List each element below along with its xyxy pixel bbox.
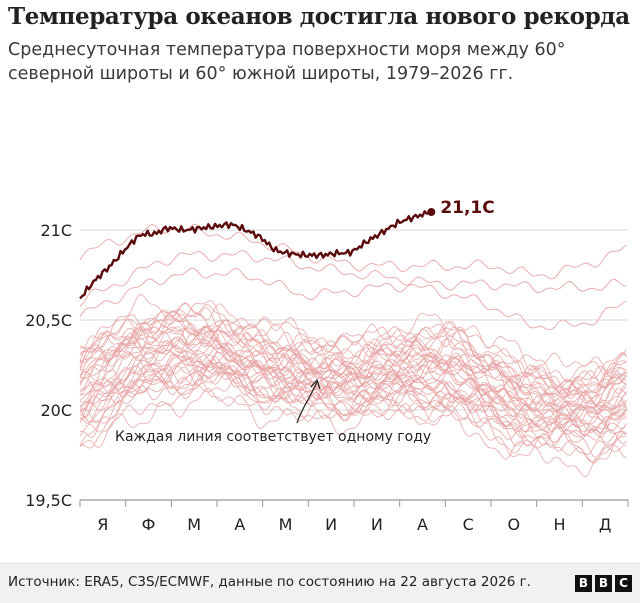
x-tick-label: И bbox=[325, 515, 337, 534]
background-year-line bbox=[79, 359, 627, 432]
annotation-arrow bbox=[296, 381, 318, 424]
background-year-line bbox=[79, 365, 627, 458]
background-year-line bbox=[79, 345, 627, 447]
background-year-line bbox=[79, 300, 627, 396]
background-year-line bbox=[79, 293, 627, 378]
background-year-line bbox=[79, 378, 627, 478]
x-tick-label: С bbox=[463, 515, 474, 534]
background-year-line bbox=[79, 322, 627, 412]
background-year-line bbox=[79, 312, 627, 383]
background-year-line bbox=[79, 331, 627, 429]
background-year-line bbox=[79, 355, 627, 439]
background-year-line bbox=[79, 363, 627, 456]
source-text: Источник: ERA5, C3S/ECMWF, данные по сос… bbox=[8, 574, 531, 590]
axis-labels: 19,5С 20С 20,5С 21С Я Ф М А М И И А С О Н Д bbox=[25, 221, 611, 534]
x-tick-label: Д bbox=[599, 515, 612, 534]
background-year-line bbox=[79, 267, 627, 331]
annotation-text: Каждая линия соответствует одному году bbox=[115, 429, 431, 445]
x-tick-label: Ф bbox=[142, 515, 156, 534]
chart-subtitle: Среднесуточная температура поверхности м… bbox=[8, 40, 566, 84]
background-year-line bbox=[79, 361, 627, 463]
logo-letter: B bbox=[595, 575, 612, 592]
logo-letter: C bbox=[615, 575, 632, 592]
background-year-line bbox=[79, 353, 627, 452]
chart-title: Температура океанов достигла нового реко… bbox=[8, 3, 630, 30]
chart-annotation: Каждая линия соответствует одному году bbox=[115, 378, 431, 445]
background-year-line bbox=[79, 338, 627, 433]
x-tick-label: Я bbox=[97, 515, 108, 534]
background-year-line bbox=[79, 326, 627, 400]
annotation-arrowhead bbox=[310, 378, 321, 390]
background-year-line bbox=[79, 339, 627, 433]
x-tick-label: О bbox=[508, 515, 521, 534]
y-tick-label: 19,5С bbox=[25, 491, 72, 510]
x-tick-label: М bbox=[187, 515, 201, 534]
background-year-line bbox=[79, 329, 627, 413]
background-year-line bbox=[79, 301, 627, 399]
logo-letter: B bbox=[575, 575, 592, 592]
x-tick-label: А bbox=[417, 515, 428, 534]
footer: Источник: ERA5, C3S/ECMWF, данные по сос… bbox=[0, 563, 640, 603]
background-year-line bbox=[79, 223, 627, 280]
x-tick-label: Н bbox=[553, 515, 565, 534]
background-year-line bbox=[79, 317, 627, 397]
x-tick-label: А bbox=[234, 515, 245, 534]
background-year-line bbox=[79, 320, 627, 409]
background-year-line bbox=[79, 249, 627, 307]
background-year-line bbox=[79, 372, 627, 446]
background-year-line bbox=[79, 366, 627, 435]
background-year-lines bbox=[79, 223, 627, 478]
highlight-value-label: 21,1С bbox=[440, 198, 494, 218]
highlight-line-2026 bbox=[79, 210, 432, 300]
x-tick-label: М bbox=[279, 515, 293, 534]
highlight-year-line: 21,1С bbox=[79, 198, 495, 300]
background-year-line bbox=[79, 387, 627, 464]
x-tick-label: И bbox=[371, 515, 383, 534]
background-year-line bbox=[79, 315, 627, 387]
background-year-line bbox=[79, 351, 627, 425]
y-tick-label: 20С bbox=[40, 401, 72, 420]
background-year-line bbox=[79, 302, 627, 396]
y-tick-label: 21С bbox=[40, 221, 72, 240]
highlight-endpoint bbox=[427, 208, 436, 216]
line-chart: 21,1С 19,5С 20С 20,5С 21С Я Ф М А М И И А С О Н Д Кажда… bbox=[25, 198, 629, 534]
y-tick-label: 20,5С bbox=[25, 311, 72, 330]
background-year-line bbox=[79, 326, 627, 404]
background-year-line bbox=[79, 327, 627, 401]
background-year-line bbox=[79, 319, 627, 412]
bbc-logo: B B C bbox=[575, 575, 632, 592]
